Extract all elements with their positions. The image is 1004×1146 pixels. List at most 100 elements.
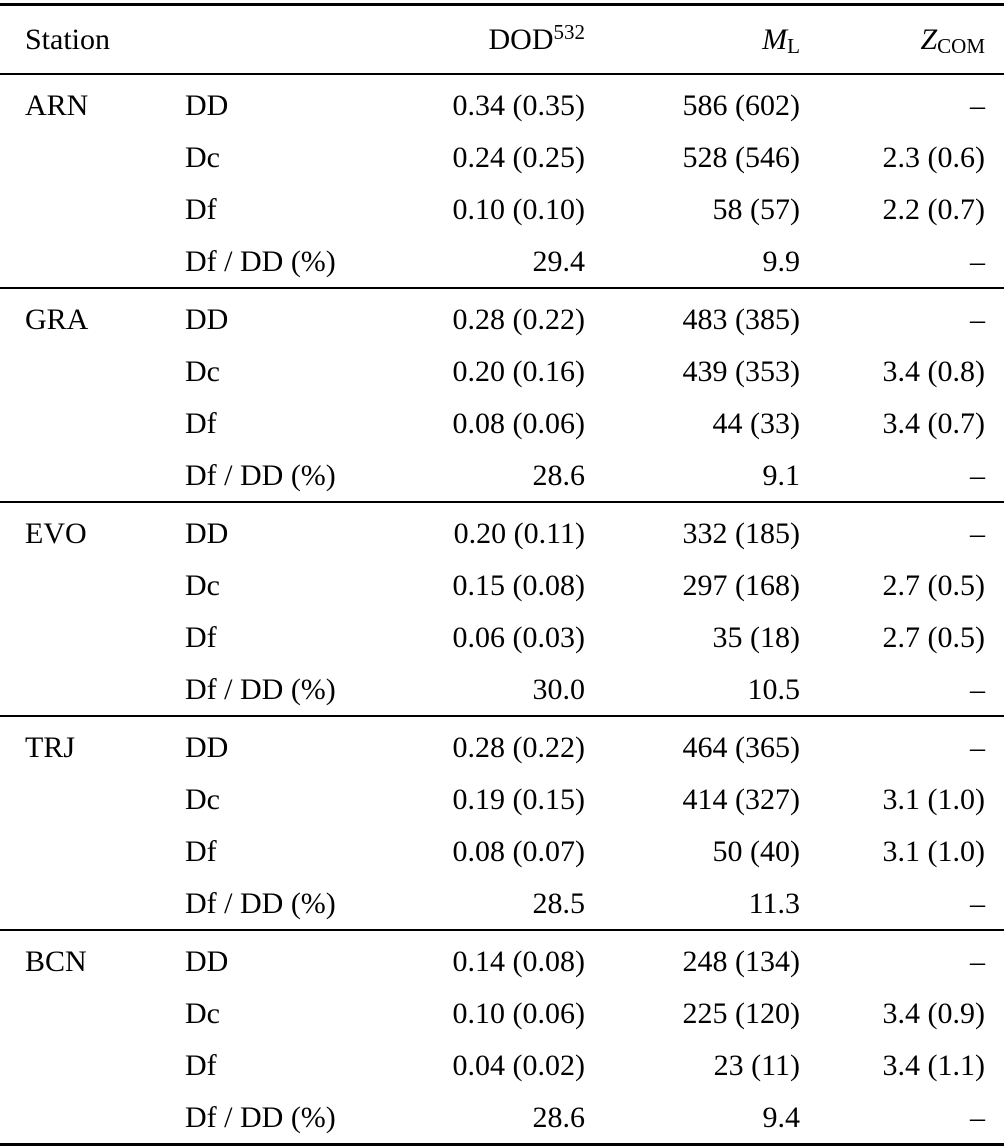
ml-value: 464 (365) <box>682 730 800 764</box>
table-row: GRA DD 0.28 (0.22) 483 (385) – <box>0 288 1004 345</box>
station-cell <box>0 877 160 930</box>
dod-value: 0.10 (0.06) <box>452 996 585 1030</box>
ml-value: 9.4 <box>762 1100 801 1134</box>
row-label: DD <box>185 516 229 550</box>
ml-value: 332 (185) <box>682 516 800 550</box>
station-cell <box>0 345 160 397</box>
zcom-value: – <box>970 302 985 336</box>
station-cell <box>0 559 160 611</box>
col-header-dod: DOD532 <box>385 5 586 75</box>
row-label: Dc <box>185 782 220 816</box>
ml-value: 9.9 <box>762 244 801 278</box>
zcom-value: 2.2 (0.7) <box>882 192 985 226</box>
table-row: Df / DD (%) 28.5 11.3 – <box>0 877 1004 930</box>
station-cell <box>0 449 160 502</box>
ml-value: 483 (385) <box>682 302 800 336</box>
row-label: Df <box>185 834 217 868</box>
col-header-ml: ML <box>585 5 800 75</box>
table-row: BCN DD 0.14 (0.08) 248 (134) – <box>0 930 1004 987</box>
dod-value: 0.08 (0.06) <box>452 406 585 440</box>
zcom-value: – <box>970 458 985 492</box>
station-group-bcn: BCN DD 0.14 (0.08) 248 (134) – Dc 0.10 (… <box>0 930 1004 1145</box>
ml-value: 58 (57) <box>712 192 800 226</box>
dod-value: 29.4 <box>532 244 586 278</box>
table-row: Df 0.10 (0.10) 58 (57) 2.2 (0.7) <box>0 183 1004 235</box>
zcom-value: – <box>970 730 985 764</box>
row-label: Df <box>185 620 217 654</box>
station-cell: TRJ <box>25 730 76 764</box>
col-header-method <box>160 5 385 75</box>
ml-value: 439 (353) <box>682 354 800 388</box>
station-cell <box>0 773 160 825</box>
table-header: Station DOD532 ML ZCOM <box>0 5 1004 75</box>
zcom-value: 2.3 (0.6) <box>882 140 985 174</box>
row-label: Df / DD (%) <box>185 244 336 278</box>
table-row: EVO DD 0.20 (0.11) 332 (185) – <box>0 502 1004 559</box>
station-cell: ARN <box>25 88 89 122</box>
table-row: ARN DD 0.34 (0.35) 586 (602) – <box>0 74 1004 131</box>
row-label: Dc <box>185 568 220 602</box>
dod-value: 0.15 (0.08) <box>452 568 585 602</box>
row-label: Dc <box>185 996 220 1030</box>
station-cell <box>0 131 160 183</box>
dod-value: 0.08 (0.07) <box>452 834 585 868</box>
station-group-gra: GRA DD 0.28 (0.22) 483 (385) – Dc 0.20 (… <box>0 288 1004 502</box>
station-cell <box>0 987 160 1039</box>
ml-value: 586 (602) <box>682 88 800 122</box>
row-label: Df <box>185 406 217 440</box>
zcom-symbol: Z <box>920 23 938 56</box>
results-table: Station DOD532 ML ZCOM ARN DD 0.34 (0.35… <box>0 3 1004 1146</box>
zcom-value: 3.4 (0.9) <box>882 996 985 1030</box>
table-row: Dc 0.15 (0.08) 297 (168) 2.7 (0.5) <box>0 559 1004 611</box>
zcom-value: – <box>970 944 985 978</box>
zcom-value: 3.4 (0.7) <box>882 406 985 440</box>
row-label: Df / DD (%) <box>185 886 336 920</box>
ml-value: 414 (327) <box>682 782 800 816</box>
station-cell: EVO <box>25 516 87 550</box>
ml-value: 10.5 <box>747 672 801 706</box>
station-group-evo: EVO DD 0.20 (0.11) 332 (185) – Dc 0.15 (… <box>0 502 1004 716</box>
dod-value: 0.20 (0.11) <box>453 516 585 550</box>
ml-value: 50 (40) <box>712 834 800 868</box>
col-header-station: Station <box>25 23 111 56</box>
table-row: Df / DD (%) 28.6 9.1 – <box>0 449 1004 502</box>
station-group-arn: ARN DD 0.34 (0.35) 586 (602) – Dc 0.24 (… <box>0 74 1004 288</box>
table-row: Df 0.04 (0.02) 23 (11) 3.4 (1.1) <box>0 1039 1004 1091</box>
dod-value: 0.28 (0.22) <box>452 302 585 336</box>
station-cell <box>0 397 160 449</box>
table-row: Dc 0.19 (0.15) 414 (327) 3.1 (1.0) <box>0 773 1004 825</box>
row-label: Df <box>185 192 217 226</box>
dod-value: 30.0 <box>532 672 586 706</box>
dod-superscript: 532 <box>553 19 586 44</box>
zcom-value: 3.4 (1.1) <box>882 1048 985 1082</box>
row-label: Df / DD (%) <box>185 458 336 492</box>
station-cell <box>0 183 160 235</box>
zcom-value: – <box>970 886 985 920</box>
ml-value: 9.1 <box>762 458 801 492</box>
table-row: Dc 0.20 (0.16) 439 (353) 3.4 (0.8) <box>0 345 1004 397</box>
zcom-value: – <box>970 88 985 122</box>
ml-value: 23 (11) <box>713 1048 800 1082</box>
zcom-subscript: COM <box>937 33 985 58</box>
dod-value: 0.19 (0.15) <box>452 782 585 816</box>
zcom-value: 2.7 (0.5) <box>882 568 985 602</box>
table-row: Dc 0.10 (0.06) 225 (120) 3.4 (0.9) <box>0 987 1004 1039</box>
ml-symbol: M <box>762 23 788 56</box>
row-label: DD <box>185 730 229 764</box>
zcom-value: – <box>970 244 985 278</box>
ml-value: 528 (546) <box>682 140 800 174</box>
zcom-value: 3.1 (1.0) <box>882 834 985 868</box>
station-group-trj: TRJ DD 0.28 (0.22) 464 (365) – Dc 0.19 (… <box>0 716 1004 930</box>
row-label: Df / DD (%) <box>185 672 336 706</box>
header-row: Station DOD532 ML ZCOM <box>0 5 1004 75</box>
table-row: Dc 0.24 (0.25) 528 (546) 2.3 (0.6) <box>0 131 1004 183</box>
table-row: Df 0.08 (0.06) 44 (33) 3.4 (0.7) <box>0 397 1004 449</box>
row-label: Df / DD (%) <box>185 1100 336 1134</box>
zcom-value: – <box>970 516 985 550</box>
row-label: Dc <box>185 140 220 174</box>
dod-value: 0.14 (0.08) <box>452 944 585 978</box>
ml-value: 44 (33) <box>712 406 800 440</box>
dod-value: 0.20 (0.16) <box>452 354 585 388</box>
dod-value: 0.04 (0.02) <box>452 1048 585 1082</box>
zcom-value: – <box>970 672 985 706</box>
